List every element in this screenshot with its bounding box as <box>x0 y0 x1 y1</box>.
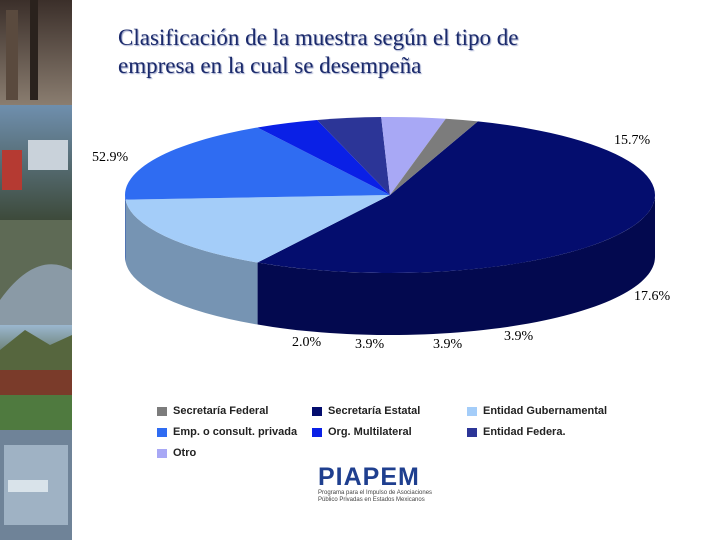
legend-label: Secretaría Estatal <box>328 405 421 417</box>
legend-item-secretaria-estatal: Secretaría Estatal <box>312 405 420 417</box>
legend-item-otro: Otro <box>157 447 196 459</box>
pie-slice-secretaria-federal <box>390 118 478 195</box>
legend-item-entidad-gubernamental: Entidad Gubernamental <box>467 405 607 417</box>
legend-swatch <box>157 448 167 458</box>
data-label-secretaria-federal: 2.0% <box>292 335 322 350</box>
logo-tagline-2: Público Privadas en Estados Mexicanos <box>318 497 425 503</box>
pie-side-secretaria-estatal <box>257 195 655 335</box>
data-label-org-multilateral: 3.9% <box>504 329 534 344</box>
legend-item-secretaria-federal: Secretaría Federal <box>157 405 268 417</box>
pie-slice-emp-o-consult-privada <box>125 127 391 200</box>
pie-slice-entidad-federa <box>317 117 390 195</box>
decorative-photo-strip <box>0 0 72 540</box>
pie-slice-otro <box>381 117 446 195</box>
legend-swatch <box>467 406 477 416</box>
data-label-entidad-gubernamental: 15.7% <box>614 133 651 148</box>
pie-slice-org-multilateral <box>257 120 390 195</box>
chart-title: Clasificación de la muestra según el tip… <box>118 24 638 80</box>
data-label-secretaria-estatal: 52.9% <box>92 150 129 165</box>
data-label-otro: 3.9% <box>355 337 385 352</box>
pie-slice-entidad-gubernamental <box>125 195 391 263</box>
legend-label: Entidad Federa. <box>483 426 566 438</box>
logo-wordmark: PIAPEM <box>318 463 420 491</box>
legend-item-emp-consult-privada: Emp. o consult. privada <box>157 426 297 438</box>
pie-slice-secretaria-estatal <box>257 121 655 273</box>
piapem-logo: PIAPEM Programa para el Impulso de Asoci… <box>318 464 438 510</box>
legend-label: Secretaría Federal <box>173 405 269 417</box>
logo-tagline-1: Programa para el Impulso de Asociaciones <box>318 490 433 496</box>
pie-side-entidad-gubernamental <box>125 199 258 325</box>
legend-label: Entidad Gubernamental <box>483 405 608 417</box>
legend-label: Otro <box>173 447 197 459</box>
chart-title-line-2: empresa en la cual se desempeña <box>118 53 422 78</box>
legend-swatch <box>312 406 322 416</box>
chart-title-line-1: Clasificación de la muestra según el tip… <box>118 25 519 50</box>
legend-label: Org. Multilateral <box>328 426 412 438</box>
data-label-emp-consult-privada: 17.6% <box>634 289 671 304</box>
data-label-entidad-federa: 3.9% <box>433 337 463 352</box>
legend-swatch <box>157 406 167 416</box>
legend-item-org-multilateral: Org. Multilateral <box>312 426 412 438</box>
legend-swatch <box>157 427 167 437</box>
legend-swatch <box>467 427 477 437</box>
legend-item-entidad-federa: Entidad Federa. <box>467 426 566 438</box>
legend-label: Emp. o consult. privada <box>173 426 298 438</box>
legend-swatch <box>312 427 322 437</box>
